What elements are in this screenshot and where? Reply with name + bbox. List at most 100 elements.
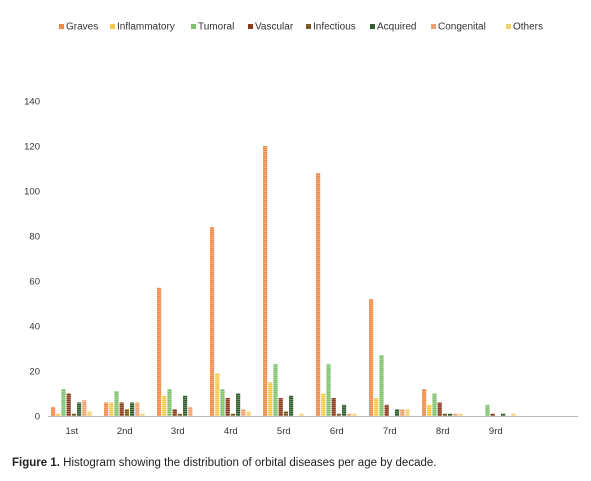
legend-label: Vascular xyxy=(255,22,294,33)
legend-swatch xyxy=(431,24,436,29)
legend-swatch xyxy=(306,24,311,29)
y-tick-label: 40 xyxy=(29,322,40,333)
bar-graves-6rd xyxy=(316,173,321,416)
legend-label: Graves xyxy=(66,22,98,33)
y-tick-label: 100 xyxy=(24,187,40,198)
legend-item-graves: Graves xyxy=(59,22,98,33)
bar-tumoral-1st xyxy=(61,389,66,416)
legend-label: Infectious xyxy=(313,22,356,33)
bar-group-6rd xyxy=(316,173,357,416)
bar-vascular-8rd xyxy=(437,402,442,416)
bar-tumoral-6rd xyxy=(326,364,331,416)
bar-congenital-1st xyxy=(82,400,87,416)
bar-infectious-5rd xyxy=(283,411,288,416)
legend-item-vascular: Vascular xyxy=(248,22,294,33)
legend-label: Congenital xyxy=(438,22,486,33)
bar-infectious-8rd xyxy=(442,413,447,416)
legend-swatch xyxy=(370,24,375,29)
legend-item-congenital: Congenital xyxy=(431,22,486,33)
bar-acquired-9rd xyxy=(501,413,506,416)
bar-vascular-1st xyxy=(66,393,71,416)
figure-caption: Figure 1. Histogram showing the distribu… xyxy=(12,457,436,469)
y-tick-label: 140 xyxy=(24,97,40,108)
legend-label: Acquired xyxy=(377,22,416,33)
bar-infectious-2nd xyxy=(124,409,129,416)
legend-swatch xyxy=(248,24,253,29)
bars xyxy=(51,146,516,416)
bar-tumoral-7rd xyxy=(379,355,384,416)
bar-tumoral-5rd xyxy=(273,364,278,416)
x-tick-label: 8rd xyxy=(436,426,450,437)
bar-graves-3rd xyxy=(157,287,162,416)
legend-label: Inflammatory xyxy=(117,22,175,33)
bar-infectious-1st xyxy=(71,413,76,416)
bar-group-3rd xyxy=(157,287,193,416)
bar-others-4rd xyxy=(246,411,251,416)
bar-tumoral-3rd xyxy=(167,389,172,416)
bar-infectious-4rd xyxy=(230,413,235,416)
bar-inflammatory-4rd xyxy=(215,373,220,416)
bar-congenital-4rd xyxy=(241,409,246,416)
bar-others-1st xyxy=(87,411,92,416)
bar-inflammatory-5rd xyxy=(268,382,273,416)
bar-infectious-3rd xyxy=(177,413,182,416)
bar-congenital-8rd xyxy=(453,413,458,416)
bar-infectious-6rd xyxy=(336,413,341,416)
bar-inflammatory-7rd xyxy=(374,398,379,416)
bar-inflammatory-2nd xyxy=(109,402,114,416)
bar-acquired-8rd xyxy=(448,413,453,416)
bar-inflammatory-1st xyxy=(56,413,61,416)
legend-swatch xyxy=(506,24,511,29)
x-tick-label: 2nd xyxy=(117,426,133,437)
bar-others-9rd xyxy=(511,413,516,416)
legend-item-others: Others xyxy=(506,22,543,33)
x-tick-label: 1st xyxy=(65,426,78,437)
bar-others-5rd xyxy=(299,413,304,416)
bar-acquired-7rd xyxy=(395,409,400,416)
bar-congenital-6rd xyxy=(347,413,352,416)
bar-tumoral-8rd xyxy=(432,393,437,416)
bar-acquired-1st xyxy=(77,402,82,416)
legend-item-acquired: Acquired xyxy=(370,22,416,33)
bar-graves-8rd xyxy=(422,389,427,416)
y-tick-label: 60 xyxy=(29,277,40,288)
bar-vascular-9rd xyxy=(490,413,495,416)
bar-others-7rd xyxy=(405,409,410,416)
y-tick-label: 20 xyxy=(29,367,40,378)
bar-group-7rd xyxy=(369,299,410,416)
y-tick-label: 80 xyxy=(29,232,40,243)
bar-tumoral-9rd xyxy=(485,404,490,416)
x-axis: 1st 2nd 3rd 4rd 5rd 6rd 7rd 8rd 9rd xyxy=(65,426,502,437)
bar-graves-4rd xyxy=(210,227,215,416)
bar-graves-7rd xyxy=(369,299,374,416)
bar-others-2nd xyxy=(140,413,145,416)
x-tick-label: 3rd xyxy=(171,426,185,437)
bar-vascular-2nd xyxy=(119,402,124,416)
bar-inflammatory-6rd xyxy=(321,393,326,416)
bar-vascular-7rd xyxy=(384,404,389,416)
bar-group-8rd xyxy=(422,389,463,416)
legend-item-inflammatory: Inflammatory xyxy=(110,22,175,33)
bar-others-8rd xyxy=(458,413,463,416)
y-tick-label: 0 xyxy=(35,412,40,423)
bar-group-1st xyxy=(51,389,92,416)
bar-acquired-3rd xyxy=(183,395,188,416)
legend-item-tumoral: Tumoral xyxy=(191,22,234,33)
bar-group-9rd xyxy=(485,404,516,416)
legend-swatch xyxy=(59,24,64,29)
caption-text: Histogram showing the distribution of or… xyxy=(59,457,437,469)
bar-tumoral-2nd xyxy=(114,391,119,416)
bar-inflammatory-8rd xyxy=(427,404,432,416)
bar-graves-1st xyxy=(51,407,56,416)
bar-others-6rd xyxy=(352,413,357,416)
y-tick-label: 120 xyxy=(24,142,40,153)
caption-label: Figure 1. xyxy=(12,457,60,469)
x-tick-label: 4rd xyxy=(224,426,238,437)
legend: Graves Inflammatory Tumoral Vascular Infecti… xyxy=(59,22,543,33)
x-tick-label: 6rd xyxy=(330,426,344,437)
legend-label: Others xyxy=(513,22,543,33)
bar-congenital-3rd xyxy=(188,407,193,416)
bar-vascular-4rd xyxy=(225,398,230,416)
bar-graves-2nd xyxy=(104,402,109,416)
